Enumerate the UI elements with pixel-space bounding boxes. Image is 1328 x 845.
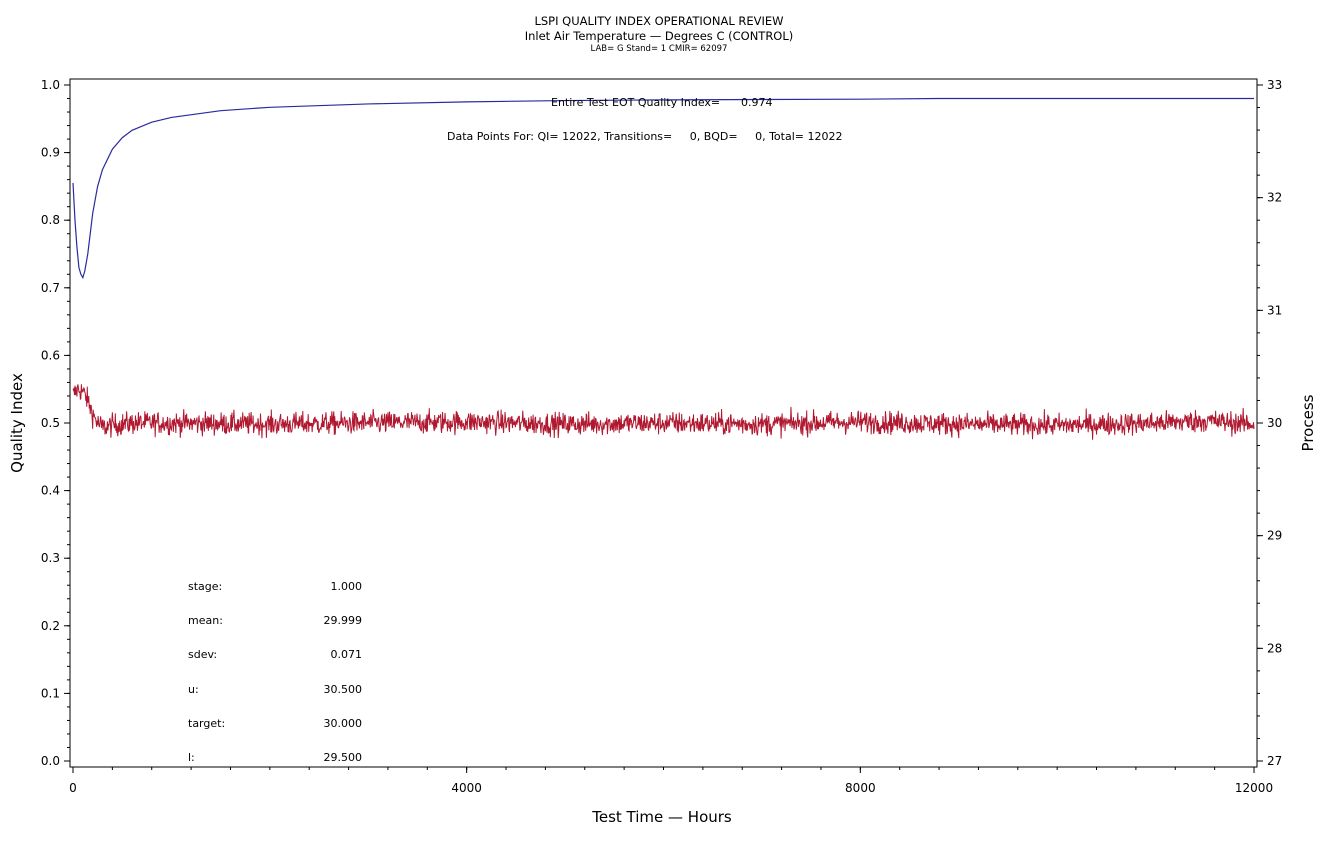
stat-value: 30.000: [323, 716, 363, 730]
quality-index-series-line: [72, 97, 1254, 280]
y-left-tick-label: 0.0: [41, 754, 60, 768]
x-tick-label: 4000: [451, 781, 482, 795]
stat-label: u:: [188, 682, 199, 696]
stat-label: sdev:: [188, 648, 218, 662]
data-points-summary: Data Points For: QI= 12022, Transitions=…: [447, 130, 842, 143]
stat-value: 1.000: [330, 580, 363, 593]
chart-meta: LAB= G Stand= 1 CMIR= 62097: [590, 44, 728, 54]
chart-subtitle: Inlet Air Temperature — Degrees C (CONTR…: [524, 29, 794, 43]
y-left-tick-label: 0.7: [41, 281, 60, 295]
y-left-tick-label: 1.0: [41, 78, 60, 92]
y-left-tick-label: 0.5: [41, 416, 60, 430]
x-tick-label: 0: [69, 781, 77, 795]
eot-quality-label: Entire Test EOT Quality Index=: [551, 96, 720, 109]
stat-value: 29.500: [323, 751, 363, 764]
stat-label: stage:: [188, 580, 223, 593]
x-tick-label: 12000: [1235, 781, 1273, 795]
y-left-tick-label: 0.2: [41, 619, 60, 633]
y-right-tick-label: 27: [1267, 754, 1282, 768]
y-right-tick-label: 29: [1267, 529, 1282, 543]
x-axis-label: Test Time — Hours: [591, 808, 732, 826]
stat-value: 0.071: [330, 648, 363, 662]
y-right-tick-label: 31: [1267, 303, 1282, 317]
y-left-tick-label: 0.9: [41, 146, 60, 160]
stat-value: 29.999: [323, 614, 363, 628]
y-right-tick-label: 32: [1267, 191, 1282, 205]
stat-label: target:: [188, 716, 226, 730]
stat-value: 30.500: [323, 682, 363, 696]
y-left-tick-label: 0.1: [41, 686, 60, 700]
y-axis-label-right: Process: [1299, 394, 1317, 451]
chart-title: LSPI QUALITY INDEX OPERATIONAL REVIEW: [534, 14, 784, 28]
x-tick-label: 8000: [845, 781, 876, 795]
y-right-tick-label: 30: [1267, 416, 1282, 430]
y-left-tick-label: 0.8: [41, 213, 60, 227]
eot-quality-value: 0.974: [741, 96, 773, 109]
y-right-tick-label: 33: [1267, 78, 1282, 92]
y-axis-label-left: Quality Index: [8, 373, 26, 473]
stat-label: mean:: [188, 614, 223, 628]
y-left-tick-label: 0.4: [41, 484, 60, 498]
process-series-line: [72, 383, 1255, 440]
y-left-tick-label: 0.3: [41, 551, 60, 565]
stat-label: l:: [188, 751, 195, 764]
y-left-tick-label: 0.6: [41, 348, 60, 362]
y-right-tick-label: 28: [1267, 641, 1282, 655]
